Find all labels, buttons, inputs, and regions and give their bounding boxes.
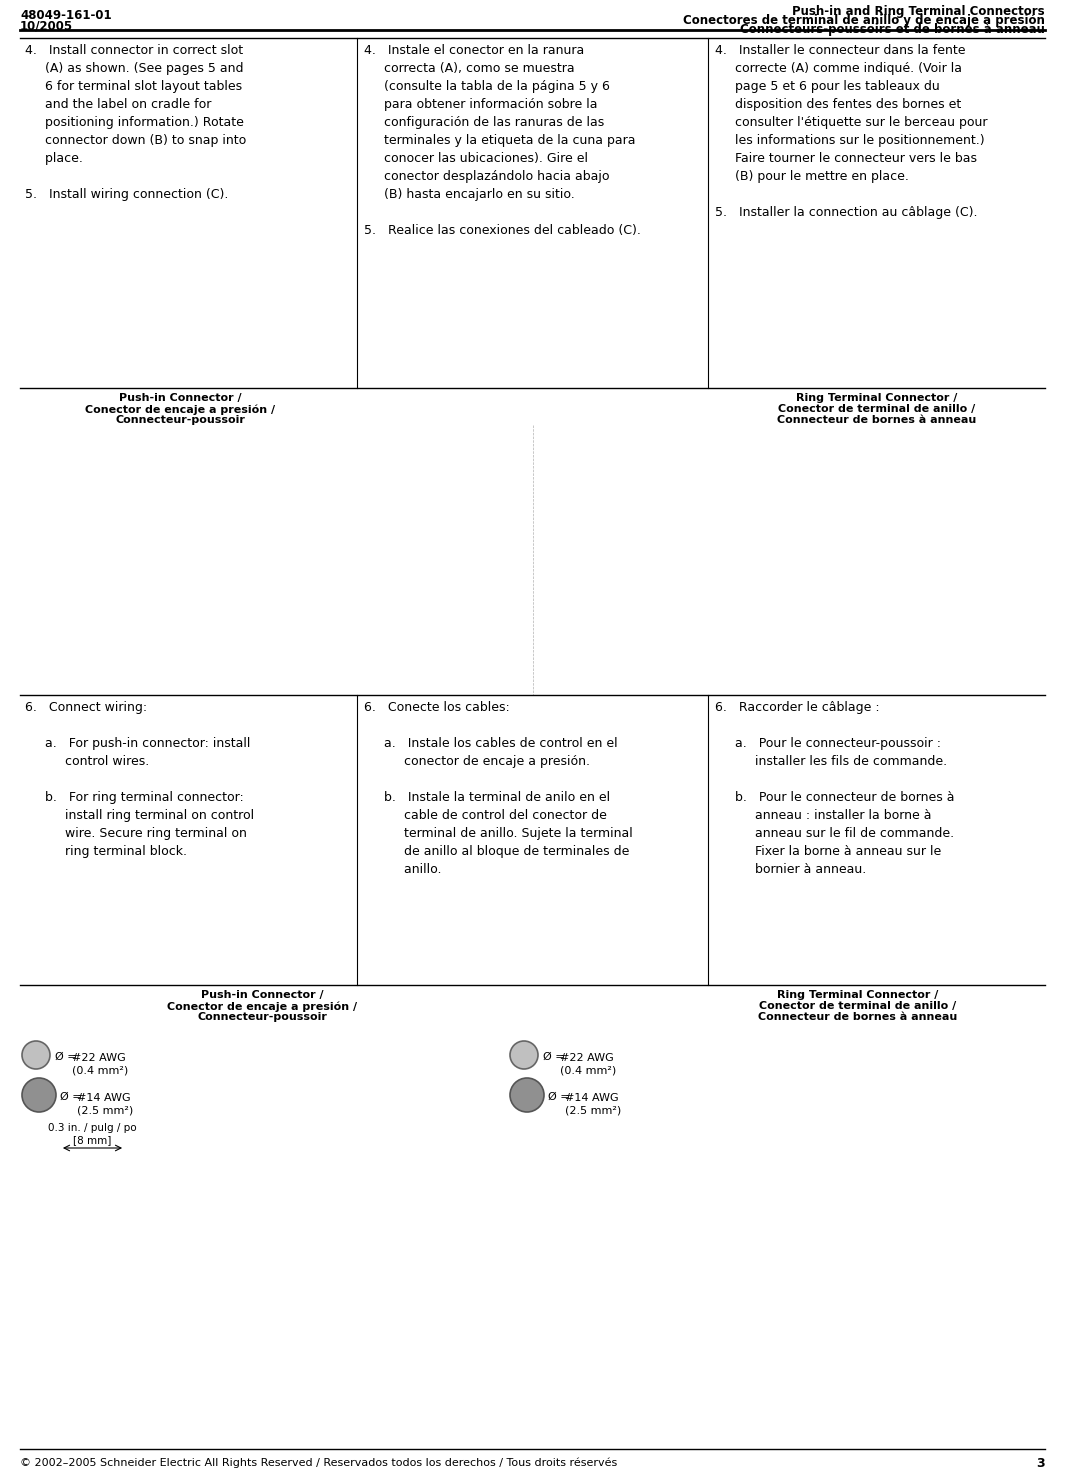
Text: Push-in Connector /: Push-in Connector / (118, 394, 242, 403)
Text: Connecteur-poussoir: Connecteur-poussoir (115, 416, 245, 425)
Text: 0.3 in. / pulg / po
[8 mm]: 0.3 in. / pulg / po [8 mm] (48, 1122, 136, 1144)
Text: 6.   Connect wiring:

     a.   For push-in connector: install
          control: 6. Connect wiring: a. For push-in connec… (24, 701, 255, 858)
Text: #22 AWG
(0.4 mm²): #22 AWG (0.4 mm²) (560, 1053, 617, 1075)
Text: 10/2005: 10/2005 (20, 19, 73, 32)
Text: Ring Terminal Connector /: Ring Terminal Connector / (777, 990, 938, 1000)
Text: Conector de terminal de anillo /: Conector de terminal de anillo / (759, 1000, 956, 1011)
Text: #14 AWG
(2.5 mm²): #14 AWG (2.5 mm²) (566, 1093, 621, 1115)
Text: Ø =: Ø = (60, 1091, 82, 1102)
Text: Push-in and Ring Terminal Connectors: Push-in and Ring Terminal Connectors (792, 4, 1045, 18)
Text: Conector de encaje a presión /: Conector de encaje a presión / (85, 404, 275, 414)
Text: #22 AWG
(0.4 mm²): #22 AWG (0.4 mm²) (72, 1053, 128, 1075)
Text: 4.   Instale el conector en la ranura
     correcta (A), como se muestra
     (c: 4. Instale el conector en la ranura corr… (364, 44, 641, 237)
Text: Ring Terminal Connector /: Ring Terminal Connector / (797, 394, 957, 403)
Bar (20, 425, 1045, 695)
Text: 6.   Raccorder le câblage :

     a.   Pour le connecteur-poussoir :
          i: 6. Raccorder le câblage : a. Pour le con… (715, 701, 954, 876)
Circle shape (22, 1078, 56, 1112)
Text: 6.   Conecte los cables:

     a.   Instale los cables de control en el
        : 6. Conecte los cables: a. Instale los ca… (364, 701, 633, 876)
Text: Connecteur-poussoir: Connecteur-poussoir (197, 1012, 327, 1022)
Text: Ø =: Ø = (543, 1052, 564, 1062)
Text: Conector de terminal de anillo /: Conector de terminal de anillo / (779, 404, 976, 414)
Text: #14 AWG
(2.5 mm²): #14 AWG (2.5 mm²) (77, 1093, 133, 1115)
Text: Connecteur de bornes à anneau: Connecteur de bornes à anneau (758, 1012, 957, 1022)
Text: 48049-161-01: 48049-161-01 (20, 9, 112, 22)
Text: Connecteurs-poussoirs et de bornes à anneau: Connecteurs-poussoirs et de bornes à ann… (740, 24, 1045, 37)
Circle shape (22, 1042, 50, 1069)
Text: © 2002–2005 Schneider Electric All Rights Reserved / Reservados todos los derech: © 2002–2005 Schneider Electric All Right… (20, 1457, 618, 1468)
Bar (20, 1022, 1045, 1290)
Text: Push-in Connector /: Push-in Connector / (200, 990, 324, 1000)
Circle shape (510, 1042, 538, 1069)
Text: Ø =: Ø = (55, 1052, 77, 1062)
Text: Conectores de terminal de anillo y de encaje a presión: Conectores de terminal de anillo y de en… (683, 15, 1045, 26)
Text: 4.   Install connector in correct slot
     (A) as shown. (See pages 5 and
     : 4. Install connector in correct slot (A)… (24, 44, 246, 201)
Text: 3: 3 (1036, 1457, 1045, 1469)
Circle shape (510, 1078, 544, 1112)
Text: Conector de encaje a presión /: Conector de encaje a presión / (167, 1000, 357, 1012)
Text: Connecteur de bornes à anneau: Connecteur de bornes à anneau (777, 416, 977, 425)
Text: 4.   Installer le connecteur dans la fente
     correcte (A) comme indiqué. (Voi: 4. Installer le connecteur dans la fente… (715, 44, 987, 219)
Text: Ø =: Ø = (548, 1091, 570, 1102)
